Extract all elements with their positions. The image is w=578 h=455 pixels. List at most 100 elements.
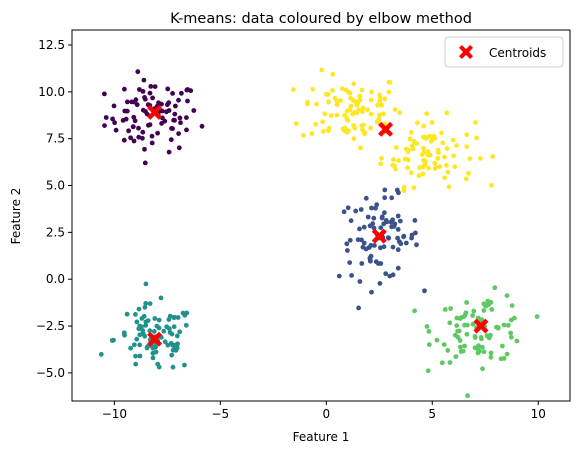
data-point <box>446 184 452 190</box>
data-point <box>165 86 171 92</box>
data-point <box>153 349 159 355</box>
data-point <box>405 149 411 154</box>
data-point <box>179 90 184 96</box>
data-point <box>326 99 331 105</box>
x-tick-label: −5 <box>211 407 229 421</box>
data-point <box>462 343 467 349</box>
data-point <box>185 87 191 92</box>
legend-entry-centroids: Centroids <box>489 46 546 60</box>
y-tick-label: 12.5 <box>38 38 65 52</box>
data-point <box>359 237 364 243</box>
data-point <box>348 218 354 224</box>
data-point <box>357 97 363 103</box>
data-point <box>479 344 485 350</box>
data-point <box>294 121 299 127</box>
data-point <box>480 366 485 372</box>
data-point <box>396 158 401 164</box>
data-point <box>147 122 153 128</box>
data-point <box>313 122 319 127</box>
data-point <box>481 308 487 313</box>
data-point <box>457 344 463 350</box>
data-point <box>166 100 172 106</box>
data-point <box>152 316 158 321</box>
data-point <box>128 345 134 351</box>
data-point <box>377 281 383 286</box>
data-point <box>166 108 172 113</box>
data-point <box>354 102 360 108</box>
data-point <box>169 352 175 358</box>
data-point <box>463 176 469 182</box>
data-point <box>184 115 189 120</box>
y-axis: −5.0 −2.5 0.0 2.5 5.0 7.5 10.0 12.5 <box>36 38 72 380</box>
data-point <box>103 115 109 120</box>
centroid-marker <box>378 121 394 137</box>
data-point <box>470 313 476 318</box>
data-point <box>162 339 168 345</box>
data-point <box>171 315 177 321</box>
data-point <box>465 393 470 399</box>
data-point <box>351 123 356 128</box>
data-point <box>109 338 115 343</box>
data-point <box>382 195 388 201</box>
data-point <box>371 215 377 221</box>
data-point <box>410 146 416 152</box>
data-point <box>320 128 326 134</box>
data-point <box>475 350 481 356</box>
data-point <box>444 146 450 152</box>
data-point <box>450 137 456 143</box>
data-point <box>470 321 476 327</box>
data-point <box>435 147 441 153</box>
data-point <box>140 135 145 141</box>
data-point <box>363 195 369 201</box>
data-point <box>383 271 389 277</box>
data-point <box>148 84 154 89</box>
data-point <box>328 113 334 118</box>
x-axis-label: Feature 1 <box>293 430 350 444</box>
data-point <box>145 318 151 323</box>
data-point <box>348 103 354 109</box>
chart-title: K-means: data coloured by elbow method <box>170 11 472 27</box>
data-point <box>357 279 363 284</box>
data-point <box>392 163 397 169</box>
data-point <box>137 353 143 359</box>
data-point <box>314 101 319 107</box>
data-point <box>464 331 470 337</box>
data-point <box>440 140 446 146</box>
data-point <box>167 313 173 319</box>
data-point <box>370 221 376 227</box>
data-point <box>177 329 183 335</box>
data-point <box>501 322 507 328</box>
data-point <box>378 225 384 231</box>
data-point <box>326 128 331 133</box>
data-point <box>420 164 426 170</box>
data-point <box>176 131 182 137</box>
data-point <box>425 149 431 154</box>
centroid-marker <box>147 331 163 347</box>
data-point <box>395 213 401 219</box>
data-point <box>134 336 140 342</box>
data-point <box>330 88 335 93</box>
data-point <box>391 157 396 163</box>
data-point <box>156 317 162 323</box>
data-point <box>322 111 328 117</box>
data-point <box>156 325 162 331</box>
data-point <box>368 125 373 131</box>
data-point <box>351 81 357 87</box>
data-point <box>351 136 357 142</box>
data-point <box>432 166 438 171</box>
data-point <box>161 328 167 334</box>
data-point <box>368 97 374 103</box>
data-point <box>448 306 453 311</box>
data-point <box>334 102 340 107</box>
data-point <box>137 342 143 348</box>
data-point <box>155 130 161 136</box>
data-point <box>426 165 431 171</box>
data-point <box>355 237 361 243</box>
data-point <box>398 241 404 247</box>
data-point <box>401 233 407 239</box>
data-point <box>467 156 473 162</box>
legend-marker-shape <box>459 45 473 59</box>
data-point <box>534 314 540 319</box>
data-point <box>175 341 181 347</box>
data-point <box>488 300 494 305</box>
